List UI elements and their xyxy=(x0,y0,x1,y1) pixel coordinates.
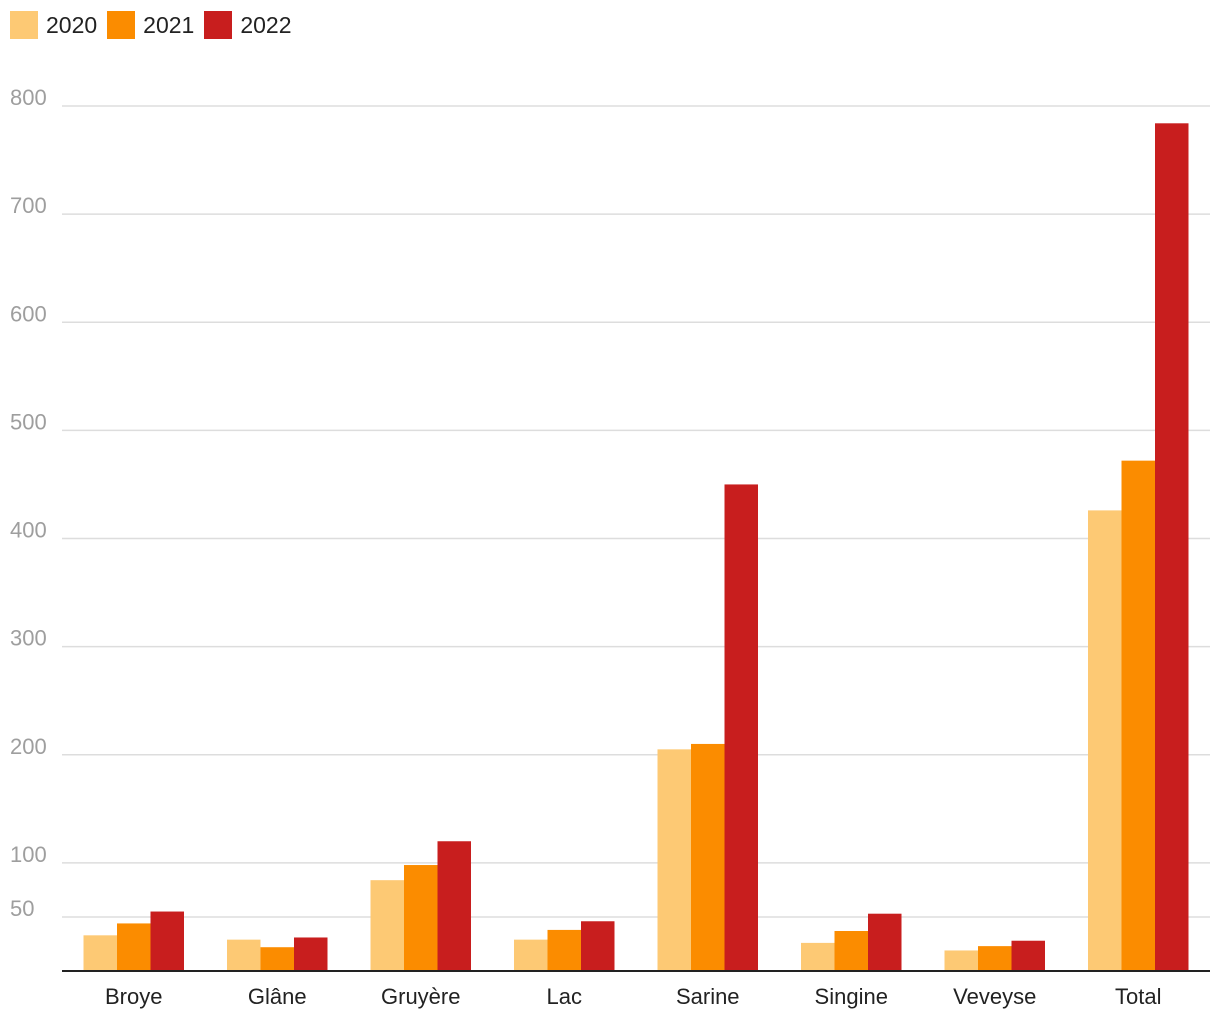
legend-item-2021[interactable]: 2021 xyxy=(107,11,194,39)
bar-singine-2020[interactable] xyxy=(801,942,835,971)
bar-gruyère-2021[interactable] xyxy=(404,865,438,971)
y-tick-label-200: 200 xyxy=(10,734,47,759)
x-tick-label-veveyse: Veveyse xyxy=(953,984,1036,1009)
bar-sarine-2021[interactable] xyxy=(691,743,725,971)
x-tick-label-gruyère: Gruyère xyxy=(381,984,460,1009)
bars xyxy=(83,123,1189,972)
y-tick-label-400: 400 xyxy=(10,518,47,543)
x-tick-label-broye: Broye xyxy=(105,984,162,1009)
bar-veveyse-2022[interactable] xyxy=(1011,940,1046,971)
bar-gruyère-2020[interactable] xyxy=(370,880,405,971)
chart-legend: 2020 2021 2022 xyxy=(10,10,302,40)
bar-broye-2021[interactable] xyxy=(117,923,151,971)
bar-glâne-2021[interactable] xyxy=(260,947,295,971)
y-tick-label-700: 700 xyxy=(10,193,47,218)
x-axis-ticks: Broye Glâne Gruyère Lac Sarine Singine Veveyse… xyxy=(105,984,1161,1009)
bar-sarine-2022[interactable] xyxy=(724,484,759,971)
bar-singine-2021[interactable] xyxy=(834,930,869,971)
bar-glâne-2020[interactable] xyxy=(227,939,261,971)
bar-veveyse-2020[interactable] xyxy=(944,950,979,971)
y-tick-label-800: 800 xyxy=(10,85,47,110)
bar-lac-2020[interactable] xyxy=(514,939,548,971)
bar-sarine-2020[interactable] xyxy=(657,749,692,971)
legend-label-2020: 2020 xyxy=(46,11,98,38)
bar-total-2020[interactable] xyxy=(1088,510,1122,971)
y-tick-label-600: 600 xyxy=(10,301,47,326)
x-tick-label-total: Total xyxy=(1115,984,1161,1009)
y-tick-label-50: 50 xyxy=(10,896,34,921)
bar-broye-2022[interactable] xyxy=(150,911,185,971)
legend-swatch-2022 xyxy=(204,11,233,39)
legend-item-2022[interactable]: 2022 xyxy=(204,11,292,39)
y-tick-label-100: 100 xyxy=(10,842,47,867)
bar-total-2021[interactable] xyxy=(1121,460,1156,971)
bar-broye-2020[interactable] xyxy=(83,935,118,971)
legend-swatch-2020 xyxy=(10,11,38,39)
bar-glâne-2022[interactable] xyxy=(294,937,328,971)
legend-item-2020[interactable]: 2020 xyxy=(10,11,97,39)
bar-total-2022[interactable] xyxy=(1155,123,1189,972)
legend-label-2022: 2022 xyxy=(240,11,292,38)
x-tick-label-lac: Lac xyxy=(547,984,582,1009)
legend-swatch-2021 xyxy=(107,11,136,39)
bar-gruyère-2022[interactable] xyxy=(437,841,472,971)
y-tick-label-300: 300 xyxy=(10,626,47,651)
bar-singine-2022[interactable] xyxy=(868,913,902,971)
x-tick-label-singine: Singine xyxy=(815,984,888,1009)
x-tick-label-sarine: Sarine xyxy=(676,984,740,1009)
y-axis-ticks: 50 100 200 300 400 500 600 700 800 xyxy=(10,85,47,921)
bar-lac-2022[interactable] xyxy=(581,921,615,971)
y-tick-label-500: 500 xyxy=(10,409,47,434)
x-tick-label-glâne: Glâne xyxy=(248,984,307,1009)
bar-veveyse-2021[interactable] xyxy=(978,946,1012,971)
grid-lines xyxy=(62,105,1210,918)
legend-label-2021: 2021 xyxy=(143,11,195,38)
bar-lac-2021[interactable] xyxy=(547,929,582,971)
